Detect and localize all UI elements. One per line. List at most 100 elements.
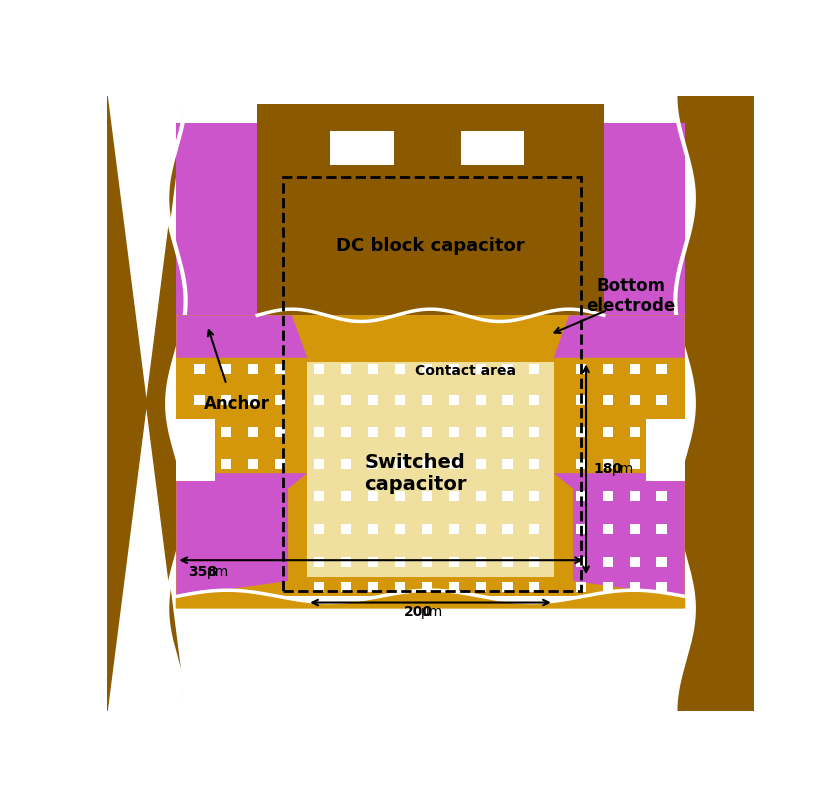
Bar	[475, 427, 486, 437]
Bar	[368, 364, 378, 374]
Bar	[395, 491, 405, 501]
Bar	[575, 491, 585, 501]
Bar	[176, 419, 215, 481]
Bar	[657, 523, 666, 534]
Bar	[368, 523, 378, 534]
Bar	[529, 582, 539, 592]
Bar	[529, 427, 539, 437]
Bar	[341, 557, 351, 566]
Bar	[222, 459, 232, 469]
Bar	[575, 523, 585, 534]
Bar	[341, 364, 351, 374]
Bar	[395, 459, 405, 469]
Bar	[657, 582, 666, 592]
Bar	[314, 427, 324, 437]
Bar	[341, 459, 351, 469]
Bar	[502, 523, 512, 534]
Bar	[176, 316, 685, 596]
Bar	[575, 364, 585, 374]
Bar	[575, 427, 585, 437]
Bar	[395, 395, 405, 405]
Text: DC block capacitor: DC block capacitor	[336, 237, 525, 255]
Bar	[314, 557, 324, 566]
Bar	[314, 523, 324, 534]
Polygon shape	[554, 316, 685, 358]
Bar	[629, 395, 639, 405]
Bar	[307, 361, 554, 577]
Bar	[657, 557, 666, 566]
Polygon shape	[176, 466, 307, 596]
Bar	[195, 395, 204, 405]
Bar	[657, 427, 666, 437]
Bar	[502, 459, 512, 469]
Polygon shape	[108, 96, 186, 711]
Bar	[222, 364, 232, 374]
Bar	[629, 557, 639, 566]
Bar	[422, 523, 432, 534]
Bar	[646, 419, 685, 481]
Bar	[449, 395, 459, 405]
Text: µm: µm	[612, 463, 633, 476]
Bar	[529, 557, 539, 566]
Bar	[422, 459, 432, 469]
Bar	[249, 395, 259, 405]
Bar	[222, 427, 232, 437]
Bar	[657, 459, 666, 469]
Text: Anchor: Anchor	[203, 395, 270, 413]
Bar	[422, 582, 432, 592]
Text: Bottom
electrode: Bottom electrode	[586, 276, 675, 316]
Text: µm: µm	[207, 565, 229, 578]
Bar	[314, 582, 324, 592]
Bar	[449, 523, 459, 534]
Text: Contact area: Contact area	[415, 364, 516, 378]
Bar	[629, 427, 639, 437]
Bar	[341, 582, 351, 592]
Bar	[422, 557, 432, 566]
Bar	[176, 123, 685, 335]
Bar	[461, 130, 524, 165]
Bar	[368, 557, 378, 566]
Polygon shape	[554, 466, 685, 596]
Bar	[249, 427, 259, 437]
Bar	[502, 582, 512, 592]
Bar	[395, 557, 405, 566]
Bar	[368, 582, 378, 592]
Polygon shape	[176, 316, 307, 358]
Bar	[449, 557, 459, 566]
Bar	[195, 364, 204, 374]
Bar	[368, 427, 378, 437]
Bar	[629, 523, 639, 534]
Bar	[575, 557, 585, 566]
Bar	[449, 491, 459, 501]
Bar	[475, 582, 486, 592]
Bar	[449, 582, 459, 592]
Bar	[368, 491, 378, 501]
Bar	[314, 459, 324, 469]
Bar	[602, 582, 612, 592]
Bar	[422, 427, 432, 437]
Text: 358: 358	[188, 565, 217, 578]
Bar	[195, 459, 204, 469]
Bar	[395, 582, 405, 592]
Bar	[602, 427, 612, 437]
Text: 180: 180	[594, 463, 623, 476]
Text: Switched
capacitor: Switched capacitor	[364, 453, 466, 494]
Bar	[283, 177, 580, 591]
Bar	[502, 557, 512, 566]
Bar	[529, 523, 539, 534]
Polygon shape	[554, 473, 685, 596]
Bar	[502, 364, 512, 374]
Text: µm: µm	[422, 605, 444, 618]
Bar	[422, 491, 432, 501]
Bar	[422, 364, 432, 374]
Bar	[341, 395, 351, 405]
Bar	[602, 459, 612, 469]
Bar	[529, 459, 539, 469]
Text: 200: 200	[403, 605, 433, 618]
Bar	[475, 459, 486, 469]
Bar	[629, 364, 639, 374]
Bar	[657, 364, 666, 374]
Bar	[314, 395, 324, 405]
Bar	[195, 427, 204, 437]
Bar	[330, 130, 394, 165]
